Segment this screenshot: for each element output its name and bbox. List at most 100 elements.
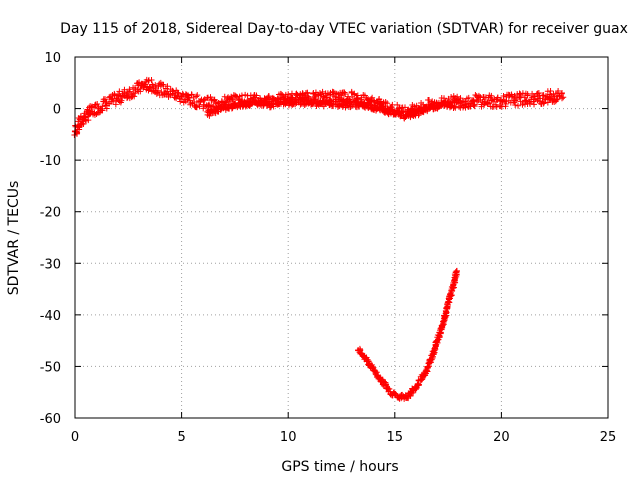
y-tick-label: 10	[44, 51, 61, 66]
data-point	[484, 101, 491, 108]
data-point	[170, 88, 177, 95]
data-point	[200, 97, 207, 104]
data-point	[266, 93, 273, 100]
data-point	[494, 94, 501, 101]
data-point	[452, 269, 459, 276]
grid	[75, 57, 608, 418]
data-point	[523, 97, 530, 104]
axis-ticks: 0 5 10 15 20 25 -60 -50 -40 -30 -20 -10 0 10	[40, 51, 617, 445]
data-point	[196, 103, 203, 110]
data-point	[415, 104, 422, 111]
data-point	[492, 101, 499, 108]
chart-title: Day 115 of 2018, Sidereal Day-to-day VTE…	[60, 21, 628, 37]
data-points	[71, 76, 567, 402]
data-point	[280, 98, 287, 105]
data-point	[540, 100, 547, 107]
data-point	[278, 91, 285, 98]
data-point	[127, 88, 134, 95]
plot-frame	[74, 56, 609, 419]
data-point	[376, 375, 383, 382]
data-point	[323, 92, 330, 99]
data-point	[115, 92, 122, 99]
data-point	[99, 103, 106, 110]
data-point	[319, 88, 326, 95]
data-point	[310, 90, 317, 97]
series-1	[204, 95, 462, 120]
x-axis-title: GPS time / hours	[281, 459, 398, 475]
y-tick-label: -40	[40, 309, 61, 324]
y-tick-label: -60	[40, 412, 61, 427]
data-point	[110, 98, 117, 105]
data-point	[454, 93, 461, 100]
data-point	[304, 90, 311, 97]
data-point	[342, 90, 349, 97]
data-point	[228, 95, 235, 102]
data-point	[382, 381, 389, 388]
y-tick-label: -20	[40, 206, 61, 221]
data-point	[424, 364, 431, 371]
data-point	[436, 103, 443, 110]
data-point	[324, 97, 331, 104]
data-point	[94, 100, 101, 107]
data-point	[401, 104, 408, 111]
data-point	[91, 104, 98, 111]
series-2	[355, 267, 460, 402]
data-point	[471, 103, 478, 110]
x-tick-label: 0	[71, 430, 79, 445]
data-point	[164, 83, 171, 90]
y-tick-label: 0	[53, 103, 61, 118]
data-point	[193, 104, 200, 111]
data-point	[437, 330, 444, 337]
data-point	[431, 105, 438, 112]
data-point	[160, 81, 167, 88]
data-point	[385, 385, 392, 392]
data-point	[193, 93, 200, 100]
data-point	[190, 94, 197, 101]
data-point	[451, 103, 458, 110]
data-point	[82, 116, 89, 123]
data-point	[116, 88, 123, 95]
data-point	[448, 93, 455, 100]
x-tick-label: 25	[600, 430, 617, 445]
data-point	[351, 90, 358, 97]
data-point	[508, 91, 515, 98]
data-point	[330, 89, 337, 96]
data-point	[339, 103, 346, 110]
y-axis-title: SDTVAR / TECUs	[6, 181, 22, 296]
data-point	[341, 89, 348, 96]
data-point	[145, 77, 152, 84]
data-point	[113, 97, 120, 104]
data-point	[311, 96, 318, 103]
data-point	[185, 94, 192, 101]
data-point	[470, 102, 477, 109]
data-point	[117, 99, 124, 106]
data-point	[137, 88, 144, 95]
data-point	[154, 87, 161, 94]
y-tick-label: -10	[40, 154, 61, 169]
data-point	[320, 103, 327, 110]
data-point	[229, 96, 236, 103]
data-point	[384, 100, 391, 107]
data-point	[453, 268, 460, 275]
y-tick-label: -50	[40, 360, 61, 375]
data-point	[206, 112, 213, 119]
data-point	[512, 101, 519, 108]
data-point	[544, 99, 551, 106]
x-tick-label: 5	[177, 430, 185, 445]
data-point	[157, 82, 164, 89]
data-point	[558, 89, 565, 96]
data-point	[211, 96, 218, 103]
data-point	[387, 388, 394, 395]
data-point	[346, 100, 353, 107]
data-point	[338, 92, 345, 99]
data-point	[148, 76, 155, 83]
x-tick-label: 10	[280, 430, 297, 445]
data-point	[205, 101, 212, 108]
data-point	[121, 86, 128, 93]
x-tick-label: 20	[493, 430, 510, 445]
data-point	[452, 104, 459, 111]
data-point	[425, 97, 432, 104]
data-point	[560, 94, 567, 101]
data-point	[455, 100, 462, 107]
